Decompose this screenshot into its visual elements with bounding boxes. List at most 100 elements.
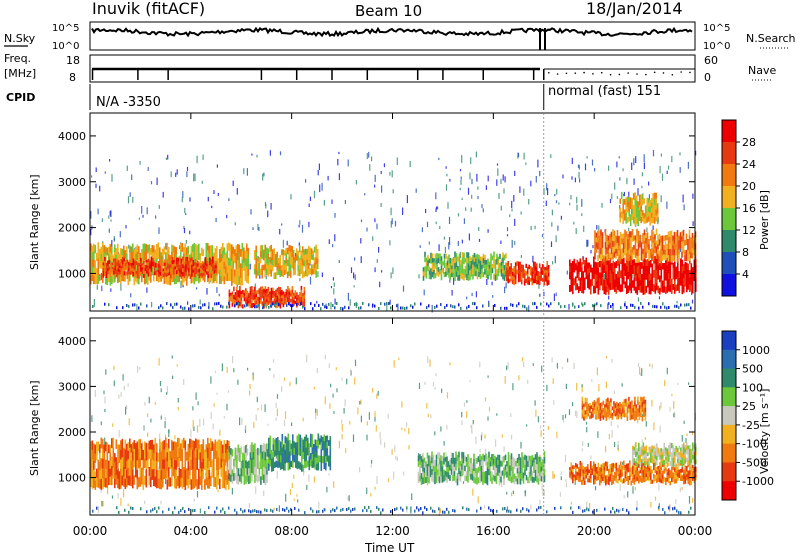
speckle-cell [507, 362, 509, 369]
range-cell [316, 463, 318, 471]
speckle-cell [380, 202, 382, 207]
range-cell [430, 268, 432, 275]
range-cell [146, 259, 148, 263]
range-cell [281, 440, 284, 449]
range-cell [633, 469, 636, 476]
speckle-cell [648, 181, 650, 186]
range-cell [249, 290, 252, 296]
range-cell [619, 207, 621, 214]
range-cell [284, 463, 287, 471]
speckle-cell [432, 381, 435, 387]
range-cell [628, 248, 631, 255]
range-cell [431, 451, 433, 458]
range-cell [615, 273, 618, 281]
range-cell [635, 478, 637, 482]
range-cell [144, 243, 146, 253]
speckle-cell [131, 174, 133, 181]
range-cell [210, 270, 213, 275]
speckle-cell [263, 490, 265, 496]
range-cell [170, 274, 172, 279]
range-cell [535, 271, 538, 277]
range-cell [273, 254, 275, 261]
range-cell [316, 258, 319, 265]
speckle-cell [520, 441, 522, 449]
range-cell [201, 480, 203, 490]
range-cell [290, 298, 292, 303]
range-cell [264, 244, 266, 252]
range-cell [437, 469, 439, 476]
speckle-cell [637, 362, 640, 368]
range-cell [529, 268, 532, 273]
range-cell [251, 294, 253, 300]
range-cell [188, 264, 190, 269]
range-cell [664, 254, 667, 261]
ground-cell [214, 302, 216, 306]
range-cell [228, 272, 230, 282]
range-cell [479, 476, 481, 483]
range-cell [166, 470, 169, 481]
range-cell [603, 279, 606, 288]
ground-cell [222, 305, 224, 309]
speckle-cell [652, 225, 654, 231]
range-cell [499, 262, 501, 269]
range-cell [457, 270, 459, 276]
range-cell [634, 218, 636, 226]
range-cell [652, 237, 655, 244]
range-cell [203, 272, 205, 276]
speckle-cell [686, 433, 688, 436]
range-cell [505, 263, 508, 268]
range-cell [274, 450, 276, 457]
range-cell [632, 205, 635, 212]
range-cell [220, 254, 223, 262]
range-cell [259, 251, 262, 258]
range-cell [466, 274, 468, 281]
speckle-cell [679, 487, 681, 492]
speckle-cell [651, 399, 653, 407]
range-cell [223, 449, 226, 460]
range-cell [425, 466, 427, 473]
range-cell [220, 458, 223, 469]
range-cell [632, 478, 634, 483]
speckle-cell [506, 491, 508, 495]
range-cell [106, 277, 109, 286]
range-cell [661, 235, 664, 241]
range-cell [295, 461, 297, 468]
range-cell [572, 267, 574, 275]
range-cell [267, 264, 269, 271]
range-cell [117, 260, 120, 264]
range-cell [609, 276, 612, 284]
range-cell [153, 271, 156, 275]
range-cell [587, 467, 589, 472]
speckle-cell [171, 355, 173, 359]
range-cell [273, 260, 275, 267]
range-cell [282, 249, 284, 256]
speckle-cell [258, 227, 260, 231]
range-cell [139, 467, 142, 478]
range-cell [534, 274, 536, 279]
speckle-cell [430, 414, 432, 419]
ground-cell [200, 306, 202, 310]
speckle-cell [94, 390, 96, 398]
speckle-cell [285, 493, 287, 502]
range-cell [477, 477, 480, 484]
range-cell [654, 263, 657, 272]
range-cell [455, 463, 457, 471]
range-cell [312, 269, 314, 275]
ground-cell [204, 303, 206, 307]
speckle-cell [480, 434, 483, 441]
range-cell [285, 268, 287, 274]
speckle-cell [218, 293, 220, 297]
range-cell [519, 265, 521, 271]
range-cell [172, 245, 175, 254]
speckle-cell [91, 175, 93, 178]
range-cell [204, 268, 207, 273]
speckle-cell [561, 366, 564, 370]
range-cell [439, 258, 441, 265]
range-cell [448, 263, 450, 269]
speckle-cell [581, 384, 583, 388]
range-cell [315, 257, 317, 265]
range-cell [189, 261, 192, 267]
range-cell [491, 459, 493, 467]
speckle-cell [333, 481, 335, 488]
range-cell [494, 264, 497, 271]
